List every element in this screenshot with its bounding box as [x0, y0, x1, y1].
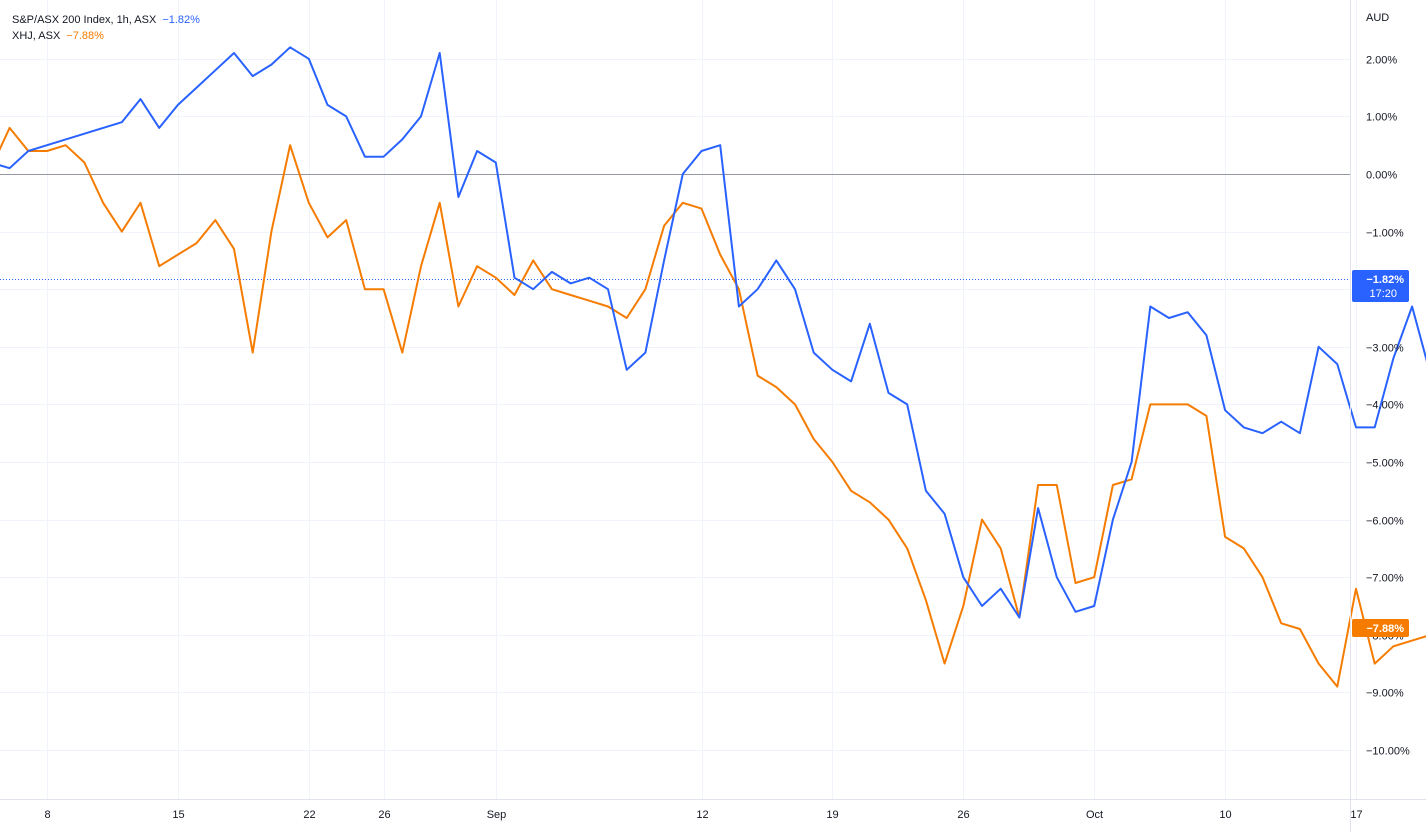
series1-badge-bg	[1352, 270, 1409, 302]
y-tick-label: −6.00%	[1366, 516, 1404, 528]
y-tick-label: −10.00%	[1366, 746, 1410, 758]
series-line-xhj[interactable]	[0, 126, 1426, 750]
series-line-asx200[interactable]	[0, 46, 1426, 619]
y-tick-label: 0.00%	[1366, 170, 1397, 182]
x-tick-label: Oct	[1086, 809, 1103, 821]
y-tick-label: 2.00%	[1366, 55, 1397, 67]
y-tick-label: −9.00%	[1366, 688, 1404, 700]
currency-label: AUD	[1366, 12, 1389, 24]
x-tick-label: 15	[172, 809, 184, 821]
legend-series2-change: −7.88%	[66, 30, 104, 42]
x-tick-label: Sep	[487, 809, 507, 821]
x-tick-label: 10	[1219, 809, 1231, 821]
y-tick-label: 1.00%	[1366, 112, 1397, 124]
series-layer[interactable]	[0, 46, 1426, 750]
series2-badge-value: −7.88%	[1366, 623, 1404, 635]
legend-series1-label: S&P/ASX 200 Index, 1h, ASX	[12, 14, 157, 26]
x-tick-label: 22	[303, 809, 315, 821]
series1-badge-time: 17:20	[1369, 288, 1397, 300]
y-tick-label: −3.00%	[1366, 343, 1404, 355]
legend[interactable]: S&P/ASX 200 Index, 1h, ASX −1.82% XHJ, A…	[12, 12, 200, 44]
grid-layer	[0, 0, 1357, 799]
series1-badge-value: −1.82%	[1366, 274, 1404, 286]
x-tick-label: 8	[44, 809, 50, 821]
y-tick-label: −1.00%	[1366, 228, 1404, 240]
last-value-badges: −1.82% 17:20 −7.88%	[1352, 270, 1409, 637]
time-axis[interactable]: 8152226Sep121926Oct101724Nov7	[44, 809, 1426, 821]
x-tick-label: 12	[696, 809, 708, 821]
legend-series2-label: XHJ, ASX	[12, 30, 61, 42]
y-tick-label: −4.00%	[1366, 400, 1404, 412]
y-tick-label: −5.00%	[1366, 458, 1404, 470]
legend-series2[interactable]: XHJ, ASX −7.88%	[12, 28, 200, 44]
x-tick-label: 26	[957, 809, 969, 821]
legend-series1-change: −1.82%	[162, 14, 200, 26]
x-tick-label: 26	[378, 809, 390, 821]
legend-series1[interactable]: S&P/ASX 200 Index, 1h, ASX −1.82%	[12, 12, 200, 28]
x-tick-label: 19	[826, 809, 838, 821]
series2-badge-bg	[1352, 619, 1409, 637]
y-tick-label: −7.00%	[1366, 573, 1404, 585]
x-tick-label: 17	[1350, 809, 1362, 821]
